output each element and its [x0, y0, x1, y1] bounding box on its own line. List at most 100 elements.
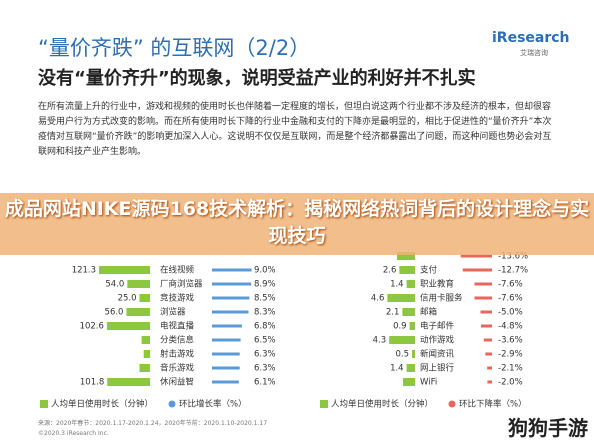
category-label: 电视直播 [160, 321, 195, 332]
rate-bar [212, 310, 249, 314]
rate-bar [485, 352, 492, 356]
category-label: 职业教育 [420, 279, 454, 290]
rate-bar [212, 282, 252, 286]
rate-label: -5.0% [498, 308, 523, 318]
minutes-bar [402, 308, 415, 316]
rate-label: 8.9% [254, 280, 276, 290]
legend-label: 人均单日使用时长（分钟） [331, 399, 433, 410]
category-label: 音乐游戏 [160, 363, 195, 374]
rate-bar [480, 310, 492, 314]
rate-bar [212, 380, 239, 384]
minutes-bar [99, 266, 150, 274]
minutes-bar [409, 322, 415, 330]
category-label: 新闻资讯 [420, 349, 455, 360]
rate-bar [212, 268, 252, 272]
minutes-bar [139, 294, 150, 302]
minutes-bar [107, 378, 150, 386]
category-label: 浏览器 [160, 307, 186, 318]
minutes-label: 54.0 [105, 280, 124, 290]
rate-bar [474, 282, 492, 286]
rate-label: -13.6% [498, 252, 528, 262]
rate-bar [462, 268, 492, 272]
minutes-bar [403, 378, 415, 386]
minutes-bar [412, 350, 415, 358]
minutes-label: 4.3 [373, 336, 387, 346]
legend-swatch [320, 400, 328, 408]
logo-sub: 艾瑞咨询 [520, 49, 548, 57]
category-label: 竞技游戏 [160, 293, 195, 304]
minutes-bar [106, 322, 150, 330]
rate-label: 6.8% [254, 322, 276, 332]
source: 来源：2020年春节：2020.1.17-2020.1.24，2020年节前：2… [38, 420, 268, 427]
minutes-label: 4.6 [371, 294, 385, 304]
minutes-bar [399, 266, 415, 274]
minutes-bar [127, 280, 150, 288]
rate-bar [460, 254, 492, 258]
logo: iResearch [492, 30, 570, 46]
minutes-bar [389, 336, 415, 344]
rate-label: 6.3% [254, 364, 276, 374]
copyright: ©2020.3 iResearch Inc. [38, 430, 109, 437]
category-label: 射击游戏 [160, 349, 195, 360]
banner [0, 193, 594, 255]
rate-label: 6.1% [254, 378, 276, 388]
minutes-label: 102.6 [80, 322, 104, 332]
rate-bar [212, 352, 240, 356]
minutes-bar [387, 294, 415, 302]
minutes-bar [406, 280, 415, 288]
rate-label: 8.5% [254, 294, 276, 304]
minutes-label: 101.8 [80, 378, 104, 388]
rate-label: -7.6% [498, 294, 523, 304]
category-label: 电子邮件 [420, 321, 455, 332]
minutes-label: 1.4 [390, 280, 404, 290]
rate-bar [487, 380, 492, 384]
minutes-label: 0.5 [395, 350, 409, 360]
minutes-bar [406, 364, 415, 372]
rate-label: -7.6% [498, 280, 523, 290]
rate-label: 6.5% [254, 336, 276, 346]
minutes-label: 0.9 [393, 322, 407, 332]
rate-label: 6.3% [254, 350, 276, 360]
legend-label: 环比增长率（%） [179, 399, 247, 410]
rate-label: -3.6% [498, 336, 523, 346]
legend-swatch [40, 400, 48, 408]
rate-bar [212, 324, 242, 328]
slide-title: “量价齐跌” 的互联网（2/2） [38, 36, 311, 60]
category-label: 在线视频 [160, 265, 195, 276]
minutes-label: 2.6 [383, 266, 397, 276]
minutes-label: 56.0 [105, 308, 124, 318]
legend-label: 人均单日使用时长（分钟） [51, 399, 153, 410]
minutes-bar [141, 336, 150, 344]
minutes-label: 121.3 [72, 266, 96, 276]
rate-label: 8.3% [254, 308, 276, 318]
minutes-bar [126, 308, 150, 316]
category-label: WiFi [420, 378, 437, 388]
rate-bar [212, 366, 240, 370]
minutes-label: 25.0 [118, 294, 137, 304]
rate-label: -12.7% [498, 266, 528, 276]
rate-label: -2.1% [498, 364, 523, 374]
category-label: 支付 [420, 265, 438, 276]
minutes-label: 1.4 [390, 364, 404, 374]
legend-swatch [448, 400, 456, 408]
rate-label: -2.9% [498, 350, 523, 360]
minutes-label: 2.1 [386, 308, 400, 318]
minutes-bar [397, 252, 415, 260]
rate-bar [483, 338, 492, 342]
watermark: 狗狗手游 [508, 416, 588, 440]
legend-swatch [168, 400, 176, 408]
minutes-bar [143, 350, 150, 358]
category-label: 厂商浏览器 [160, 279, 203, 290]
category-label: 休闲益智 [160, 377, 194, 388]
banner-text: 成品网站NIKE源码168技术解析：揭秘网络热词背后的设计理念与实现技巧 [4, 198, 590, 247]
rate-bar [212, 296, 250, 300]
subtitle: 没有“量价齐升”的现象，说明受益产业的利好并不扎实 [38, 68, 476, 89]
category-label: 邮箱 [420, 307, 438, 318]
rate-bar [487, 366, 492, 370]
paragraph: 在所有流量上升的行业中，游戏和视频的使用时长也伴随着一定程度的增长，但坦白说这两… [38, 102, 552, 157]
legend-label: 环比下降率（%） [459, 399, 527, 410]
rate-label: 9.0% [254, 266, 276, 276]
minutes-bar [139, 364, 150, 372]
category-label: 分类信息 [160, 335, 195, 346]
